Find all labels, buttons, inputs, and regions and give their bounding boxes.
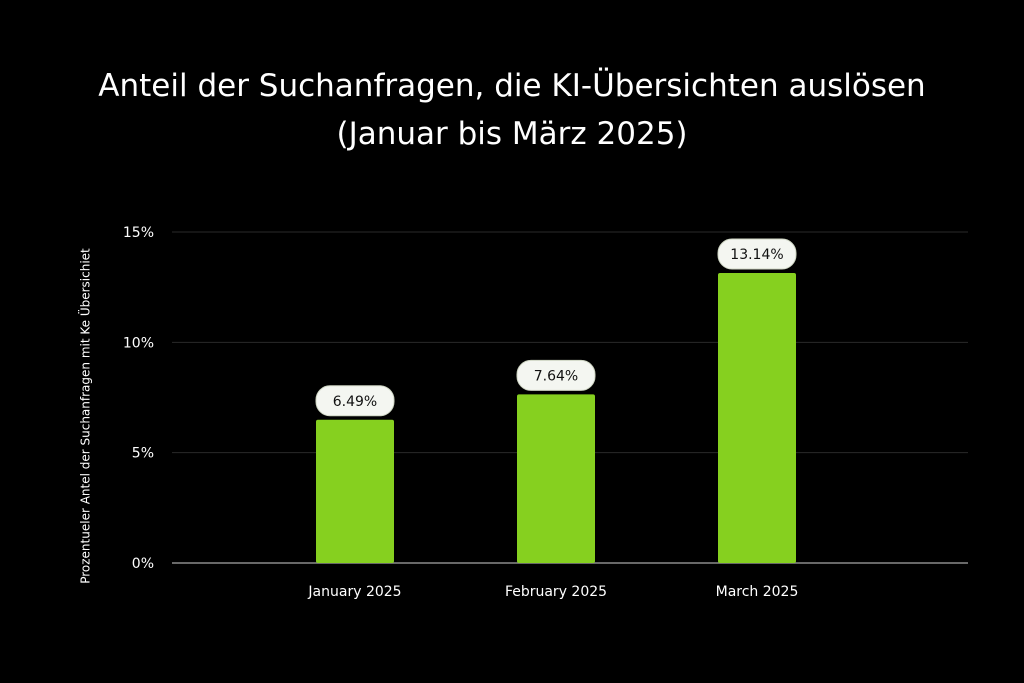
data-label: 13.14% xyxy=(730,247,783,263)
data-label-badge xyxy=(516,359,596,391)
data-label-badge xyxy=(315,385,395,417)
x-tick-label: March 2025 xyxy=(716,584,799,600)
bar xyxy=(517,394,595,563)
bar xyxy=(718,273,796,563)
x-axis-ticks: January 2025 February 2025 March 2025 xyxy=(307,584,798,600)
y-axis-ticks: 0% 5% 10% 15% xyxy=(123,225,154,572)
chart-title: Anteil der Suchanfragen, die KI-Übersich… xyxy=(98,68,926,152)
data-label: 7.64% xyxy=(534,368,578,384)
data-label-badge xyxy=(717,238,797,270)
x-tick-label: February 2025 xyxy=(505,584,607,600)
data-label: 6.49% xyxy=(333,394,377,410)
bar xyxy=(316,419,394,563)
bars xyxy=(316,273,796,563)
y-tick-label: 0% xyxy=(132,556,154,572)
y-tick-label: 10% xyxy=(123,335,154,351)
data-labels: 6.49% 7.64% 13.14% xyxy=(315,238,797,417)
y-tick-label: 15% xyxy=(123,225,154,241)
y-tick-label: 5% xyxy=(132,446,154,462)
x-tick-label: January 2025 xyxy=(307,584,401,600)
